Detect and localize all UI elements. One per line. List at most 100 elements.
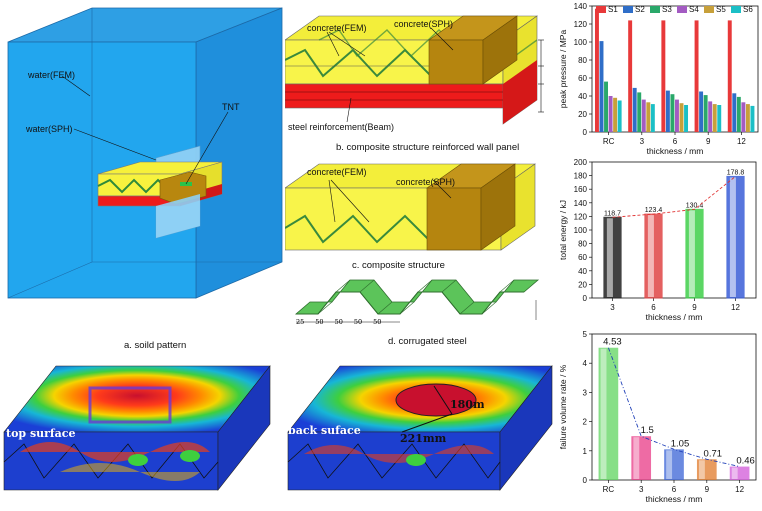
x-tick-label: 3: [610, 303, 615, 312]
top-surface-text: top surface: [6, 427, 75, 440]
bar-s5: [646, 102, 651, 132]
legend-swatch: [596, 6, 606, 13]
top-surface-contour: [3, 365, 271, 491]
dim-label: 50: [315, 318, 324, 326]
solid-pattern-caption: a. soild pattern: [124, 340, 187, 351]
panel-b-steel-label: steel reinforcement(Beam): [288, 122, 395, 132]
bar-s2: [732, 93, 737, 132]
y-tick-label: 20: [578, 110, 587, 119]
x-tick-label: 9: [705, 485, 710, 494]
y-axis-label: failure volume rate / %: [558, 364, 568, 449]
bar-s3: [604, 81, 608, 132]
y-tick-label: 5: [583, 330, 588, 339]
bar-s2: [699, 91, 704, 132]
bar-s3: [637, 92, 642, 132]
legend-swatch: [650, 6, 660, 13]
water-fem-label: water(FEM): [28, 70, 75, 80]
y-tick-label: 80: [578, 240, 587, 249]
bar-s4: [608, 96, 613, 132]
water-sph-label: water(SPH): [26, 124, 73, 134]
bar-s4: [675, 99, 679, 132]
failure-bar: [598, 347, 619, 480]
data-label: 130.4: [686, 202, 704, 209]
bar-s3: [736, 96, 741, 132]
legend-label: S4: [689, 5, 699, 14]
bar-highlight: [633, 437, 640, 479]
x-tick-label: 6: [672, 485, 677, 494]
bar-s6: [617, 100, 622, 132]
legend-swatch: [731, 6, 741, 13]
panel-c-caption: c. composite structure: [352, 260, 445, 271]
wall-panel-diagram: [285, 15, 544, 125]
x-tick-label: 3: [640, 137, 645, 146]
bar-highlight: [731, 467, 738, 479]
dim-label: 50: [373, 318, 382, 326]
x-axis-label: thickness / mm: [646, 494, 703, 504]
x-tick-label: 12: [737, 137, 746, 146]
bar-s1: [594, 8, 599, 133]
y-tick-label: 60: [578, 74, 587, 83]
data-label: 0.71: [704, 448, 723, 459]
y-tick-label: 40: [578, 92, 587, 101]
bar-highlight: [688, 210, 695, 297]
back-surface-labels: back suface 180mm 221mm: [288, 398, 484, 445]
bar-s3: [670, 94, 675, 132]
solid-pattern-diagram: [7, 7, 283, 299]
bar-highlight: [606, 218, 613, 297]
y-tick-label: 100: [574, 38, 588, 47]
composite-structure-diagram: [285, 163, 536, 251]
bar-s5: [712, 104, 717, 132]
bar-highlight: [600, 348, 607, 479]
bar-highlight: [647, 215, 654, 297]
y-tick-label: 80: [578, 56, 587, 65]
legend-label: S5: [716, 5, 726, 14]
bar-s1: [628, 20, 633, 132]
x-tick-label: RC: [603, 485, 615, 494]
trend-line: [607, 347, 740, 468]
y-tick-label: 4: [583, 359, 588, 368]
dim-label: 25: [296, 318, 305, 326]
bar-s2: [599, 41, 604, 132]
bar-highlight: [729, 177, 736, 297]
y-tick-label: 0: [583, 476, 588, 485]
bar-s6: [684, 105, 689, 132]
data-label: 0.46: [736, 456, 755, 467]
peak-pressure-chart: 0 20 40 60 80 100 120 140 RC 3 6 9 12 thickness / mm p…: [558, 2, 759, 156]
bar-s6: [650, 104, 655, 132]
x-tick-label: 3: [639, 485, 644, 494]
data-label: 118.7: [604, 210, 621, 217]
legend-label: S3: [662, 5, 672, 14]
y-tick-label: 160: [574, 185, 588, 194]
y-tick-label: 180: [574, 172, 588, 181]
bar-highlight: [666, 450, 673, 479]
legend-label: S1: [608, 5, 618, 14]
bar-s6: [750, 105, 755, 132]
back-surface-text: back suface: [288, 424, 361, 437]
failure-bar: [729, 466, 750, 480]
bar-s1: [661, 20, 666, 132]
bar-s5: [679, 103, 684, 132]
bar-s3: [703, 95, 708, 132]
y-tick-label: 3: [583, 388, 588, 397]
x-axis-label: thickness / mm: [647, 146, 704, 156]
data-label: 178.8: [727, 169, 745, 176]
dimension-221-label: 221mm: [400, 432, 447, 445]
x-tick-label: 9: [692, 303, 697, 312]
x-tick-label: 9: [706, 137, 711, 146]
legend-swatch: [623, 6, 633, 13]
y-tick-label: 1: [583, 447, 588, 456]
dim-label: 50: [334, 318, 343, 326]
y-tick-label: 120: [574, 20, 588, 29]
y-tick-label: 140: [574, 2, 588, 11]
panel-b-concrete-fem-label: concrete(FEM): [307, 23, 367, 33]
legend-swatch: [704, 6, 714, 13]
dim-label: 50: [353, 318, 363, 326]
data-label: 1.05: [671, 438, 690, 449]
panel-c-concrete-sph-label: concrete(SPH): [396, 177, 456, 187]
bar-s5: [613, 97, 618, 132]
y-tick-label: 0: [583, 294, 588, 303]
y-tick-label: 2: [583, 418, 588, 427]
top-surface-label: top surface: [6, 427, 75, 440]
legend-label: S2: [635, 5, 645, 14]
